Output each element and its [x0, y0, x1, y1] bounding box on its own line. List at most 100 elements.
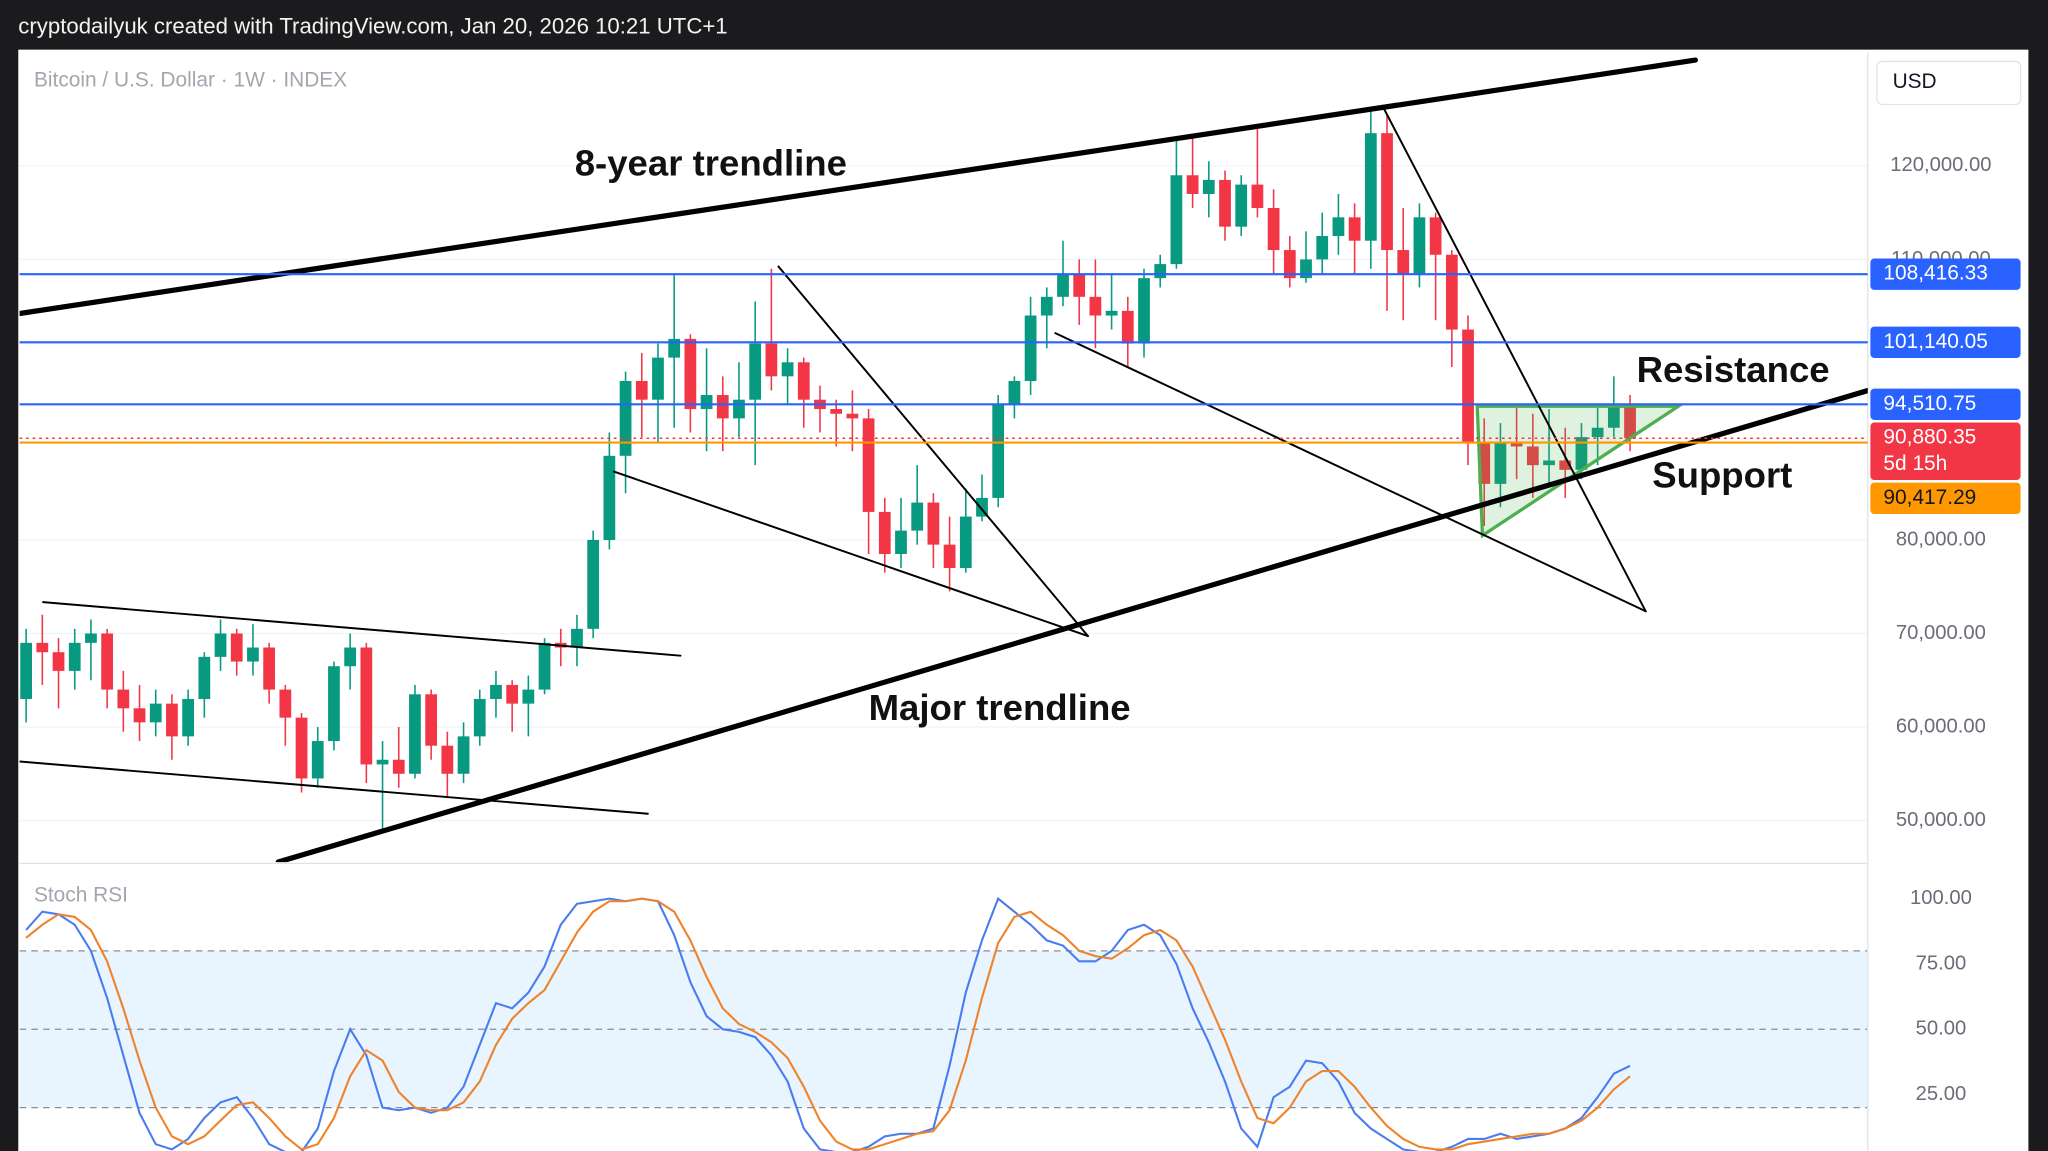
candle-body — [716, 395, 729, 419]
candle-body — [781, 362, 794, 377]
candle-body — [506, 684, 519, 704]
candle-body — [1494, 441, 1507, 484]
candle-body — [1121, 310, 1134, 344]
channel-line — [42, 601, 682, 657]
candle-body — [441, 745, 454, 774]
candle-body — [1364, 133, 1377, 241]
candle-body — [214, 633, 227, 657]
candle-body — [1251, 184, 1264, 208]
wedge-line — [777, 265, 1089, 638]
y-tick-label: 70,000.00 — [1896, 622, 1986, 644]
price-label-box — [1870, 326, 2021, 358]
candles — [20, 109, 1636, 830]
candle-body — [149, 703, 162, 723]
candle-body — [619, 380, 632, 456]
candle-body — [700, 395, 713, 410]
currency-label[interactable]: USD — [1893, 70, 1937, 93]
candle-body — [1316, 236, 1329, 260]
candle-body — [1559, 460, 1572, 470]
symbol-title: Bitcoin / U.S. Dollar · 1W · INDEX — [34, 69, 347, 92]
axis-labels: 50,000.0060,000.0070,000.0080,000.00110,… — [1870, 154, 2021, 1105]
trendline — [19, 57, 1698, 317]
candle-body — [1057, 273, 1069, 297]
candle-body — [911, 502, 924, 531]
candle-body — [1073, 273, 1086, 297]
wedge-line — [612, 470, 1089, 638]
candle-body — [247, 647, 259, 662]
grid — [19, 165, 1868, 822]
y-tick-label: 60,000.00 — [1896, 715, 1986, 737]
candle-body — [1381, 133, 1393, 251]
candle-body — [295, 717, 308, 779]
candle-body — [198, 656, 211, 699]
candle-body — [36, 642, 49, 653]
y-tick-label: 80,000.00 — [1896, 528, 1986, 550]
candle-body — [117, 689, 130, 709]
candle-body — [230, 633, 243, 662]
candle-body — [1462, 329, 1474, 442]
candle-body — [166, 703, 178, 737]
candle-body — [182, 698, 195, 737]
y-tick-label: 50,000.00 — [1896, 809, 1986, 831]
candle-body — [279, 689, 292, 718]
candle-body — [1154, 264, 1167, 279]
price-label: 90,880.35 — [1883, 426, 1976, 449]
header: cryptodailyuk created with TradingView.c… — [18, 13, 727, 38]
wedge-line — [1054, 332, 1647, 613]
y-tick-label: 75.00 — [1916, 952, 1967, 974]
candle-body — [473, 698, 486, 737]
candle-body — [328, 666, 340, 742]
candle-body — [878, 511, 891, 555]
annotation: Major trendline — [869, 687, 1131, 728]
candle-body — [1575, 437, 1588, 470]
candle-body — [587, 539, 600, 629]
candle-body — [1283, 250, 1296, 279]
candle-body — [684, 338, 697, 410]
candle-body — [1413, 217, 1426, 274]
candle-body — [652, 357, 664, 400]
candle-body — [862, 418, 875, 512]
candle-body — [733, 399, 745, 419]
candle-body — [830, 409, 843, 414]
price-label: 90,417.29 — [1883, 486, 1976, 509]
candle-body — [976, 497, 988, 517]
candle-body — [1105, 310, 1118, 316]
candle-body — [1445, 254, 1458, 330]
currency-button[interactable] — [1876, 60, 2022, 106]
candle-body — [1170, 175, 1183, 265]
y-tick-label: 50.00 — [1916, 1018, 1967, 1040]
price-label: 94,510.75 — [1883, 392, 1976, 415]
candle-body — [1089, 296, 1102, 316]
candle-body — [1267, 207, 1280, 251]
candle-body — [344, 647, 357, 667]
candle-body — [1429, 217, 1442, 255]
candle-body — [959, 516, 972, 569]
candle-body — [1040, 296, 1053, 316]
indicator-pane — [19, 896, 1868, 1151]
candle-body — [895, 530, 907, 555]
candle-body — [1138, 278, 1150, 344]
annotation: 8-year trendline — [575, 143, 847, 184]
annotation: Support — [1652, 455, 1792, 496]
candle-body — [85, 633, 97, 643]
overbought-band — [19, 950, 1868, 1108]
candle-body — [668, 338, 681, 358]
trendline — [275, 387, 1868, 863]
candle-body — [376, 759, 389, 765]
channel-line — [19, 760, 649, 815]
candle-body — [538, 642, 551, 690]
price-label-box — [1870, 388, 2021, 420]
candle-body — [765, 343, 778, 377]
candle-body — [943, 544, 956, 569]
candle-body — [1526, 446, 1539, 466]
stoch-line — [25, 897, 1631, 1151]
candle-body — [490, 684, 502, 699]
candle-body — [1510, 441, 1523, 447]
candle-body — [1202, 179, 1215, 194]
candle-body — [1348, 217, 1361, 241]
candle-body — [522, 689, 535, 704]
candle-body — [409, 694, 421, 774]
candle-body — [1235, 184, 1248, 227]
